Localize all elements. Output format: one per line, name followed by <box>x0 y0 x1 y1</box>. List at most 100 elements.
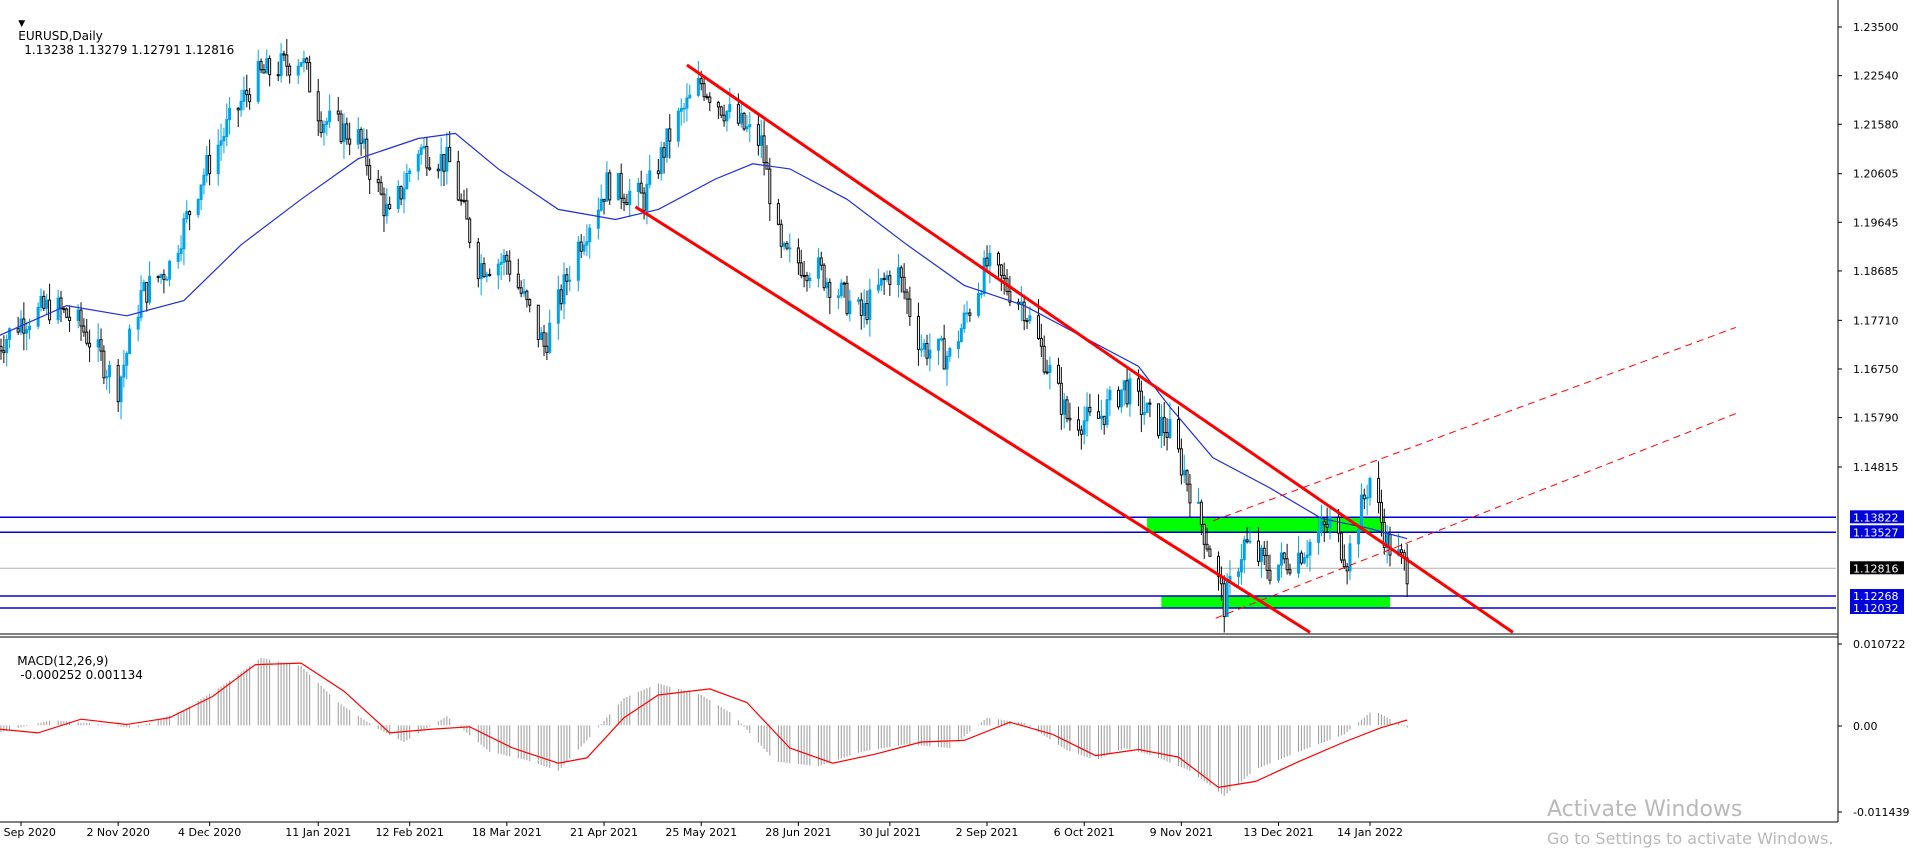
candle-body <box>439 153 443 172</box>
candle <box>239 89 243 117</box>
candle <box>1342 544 1346 569</box>
candle <box>365 129 369 176</box>
candle <box>656 158 660 179</box>
candle-body <box>445 146 449 172</box>
candle-body <box>168 260 172 280</box>
macd-title: MACD(12,26,9) <box>17 654 109 668</box>
candle <box>1119 389 1123 413</box>
candle-body <box>199 184 203 200</box>
zones-layer <box>1147 517 1391 609</box>
candle <box>759 119 763 159</box>
candle <box>599 184 603 212</box>
candle <box>879 277 883 292</box>
candle <box>396 180 400 213</box>
candle-body <box>1242 539 1246 561</box>
candle <box>585 224 589 257</box>
candle-body <box>888 275 892 285</box>
candle <box>416 150 420 181</box>
candle-body <box>759 135 763 146</box>
candle <box>722 104 726 127</box>
candle <box>219 123 223 161</box>
candle <box>936 338 940 365</box>
candle-body <box>722 114 726 122</box>
candle <box>882 272 886 295</box>
candle-body <box>582 244 586 252</box>
candle-body <box>265 58 269 74</box>
candle <box>122 349 126 388</box>
candle-body <box>356 129 360 145</box>
candle-body <box>499 261 503 265</box>
candle <box>385 188 389 224</box>
candle-body <box>28 325 32 331</box>
candle-body <box>102 350 106 379</box>
candle-body <box>116 364 120 403</box>
candle <box>805 271 809 292</box>
candle-body <box>319 120 323 134</box>
candle-body <box>345 123 349 140</box>
candle-body <box>185 211 189 220</box>
candle-body <box>685 97 689 109</box>
candle <box>39 288 43 312</box>
candle <box>1328 507 1332 540</box>
activation-watermark-title: Activate Windows <box>1547 797 1743 822</box>
candle-body <box>188 211 192 216</box>
candle <box>742 112 746 132</box>
candle-body <box>205 154 209 176</box>
candle <box>425 137 429 177</box>
candle-body <box>459 199 463 202</box>
candle <box>568 266 572 292</box>
channel-line-2 <box>1212 326 1737 522</box>
candle-body <box>916 315 920 350</box>
time-tick-label: 13 Dec 2021 <box>1243 826 1313 839</box>
candle <box>428 156 432 171</box>
candle-body <box>1197 501 1201 504</box>
candle <box>216 129 220 186</box>
candle-body <box>1048 364 1052 373</box>
candle-body <box>308 62 312 93</box>
candle <box>988 244 992 284</box>
candle <box>0 338 3 360</box>
candle <box>1322 517 1326 542</box>
candle <box>705 93 709 100</box>
menu-triangle-icon[interactable]: ▼ <box>18 19 26 29</box>
candle-body <box>676 110 680 142</box>
candle-body <box>8 328 12 340</box>
candle <box>1079 425 1083 450</box>
candle-body <box>145 281 149 303</box>
candle <box>1259 544 1263 578</box>
candle <box>519 280 523 298</box>
candle <box>1105 388 1109 428</box>
candle-body <box>96 339 100 348</box>
candle <box>542 324 546 357</box>
candle-body <box>16 328 20 333</box>
candle <box>148 261 152 305</box>
candle <box>1028 306 1032 324</box>
candle-body <box>1088 406 1092 413</box>
candle-body <box>119 376 123 403</box>
candle <box>668 114 672 159</box>
candle <box>1062 393 1066 429</box>
candle-body <box>5 338 9 354</box>
candle-body <box>525 290 529 300</box>
candle-body <box>1279 552 1283 566</box>
candle-body <box>379 182 383 195</box>
candle-body <box>636 182 640 192</box>
candle-body <box>399 185 403 200</box>
candle-body <box>959 328 963 343</box>
candle <box>408 168 412 183</box>
candle-body <box>1177 419 1181 450</box>
candle-body <box>1096 411 1100 419</box>
candle-body <box>419 147 423 155</box>
current-price-label-box <box>1850 561 1904 575</box>
candle <box>1317 518 1321 555</box>
candle-body <box>1297 552 1301 574</box>
candle-body <box>719 106 723 116</box>
candle <box>288 63 292 84</box>
zone-rect-1 <box>1161 595 1391 609</box>
candle-body <box>376 178 380 184</box>
candle <box>308 55 312 93</box>
candle <box>1245 526 1249 544</box>
candle <box>539 327 543 341</box>
